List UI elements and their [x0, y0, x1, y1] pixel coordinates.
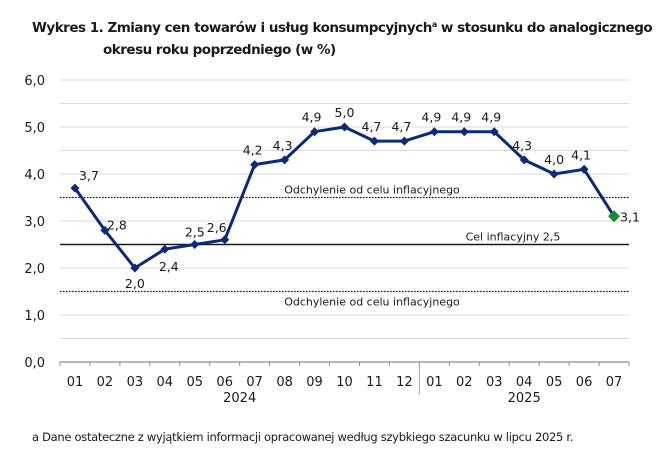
data-point [579, 164, 589, 174]
x-tick-label: 12 [396, 375, 413, 390]
data-label: 4,1 [571, 147, 591, 162]
data-point [489, 127, 499, 137]
data-point [369, 136, 379, 146]
data-point [280, 155, 290, 165]
year-label: 2025 [508, 391, 541, 406]
x-tick-label: 05 [186, 375, 203, 390]
data-label: 2,0 [125, 276, 145, 291]
data-point [70, 183, 80, 193]
x-tick-label: 03 [486, 375, 503, 390]
data-label: 4,9 [481, 110, 501, 125]
data-point [340, 122, 349, 132]
reference-line-label: Odchylenie od celu inflacyjnego [284, 296, 460, 309]
y-tick-label: 3,0 [24, 215, 45, 230]
data-label: 4,2 [243, 143, 263, 158]
data-point [130, 263, 140, 273]
x-tick-label: 07 [246, 375, 263, 390]
data-point [250, 160, 260, 170]
data-label: 3,1 [620, 209, 640, 224]
data-point [220, 235, 230, 245]
data-point [190, 240, 200, 249]
x-tick-label: 07 [606, 375, 623, 390]
reference-line-label: Odchylenie od celu inflacyjnego [284, 184, 460, 197]
x-tick-label: 01 [67, 375, 84, 390]
x-tick-label: 06 [216, 375, 233, 390]
data-point [608, 210, 621, 223]
x-tick-label: 04 [157, 375, 174, 390]
data-label: 4,9 [421, 110, 441, 125]
y-tick-label: 2,0 [24, 262, 45, 277]
data-point [429, 127, 439, 137]
title-superscript: a [431, 20, 437, 29]
chart-title: Wykres 1. Zmiany cen towarów i usług kon… [32, 14, 662, 61]
x-tick-label: 02 [97, 375, 114, 390]
data-label: 4,9 [451, 110, 471, 125]
data-point [399, 136, 409, 146]
y-tick-label: 0,0 [24, 356, 45, 371]
data-point [459, 127, 469, 137]
title-line1-suffix: w stosunku do analogicznego [436, 20, 653, 36]
y-tick-label: 5,0 [24, 121, 45, 136]
x-tick-label: 10 [336, 375, 353, 390]
y-tick-label: 1,0 [24, 309, 45, 324]
x-tick-label: 08 [276, 375, 293, 390]
year-label: 2024 [223, 391, 256, 406]
data-point [310, 127, 320, 137]
x-tick-label: 05 [546, 375, 563, 390]
y-tick-label: 4,0 [24, 168, 45, 183]
footnote: a Dane ostateczne z wyjątkiem informacji… [32, 430, 574, 444]
data-label: 2,5 [185, 225, 205, 240]
y-tick-label: 6,0 [24, 74, 45, 89]
line-chart: 0,0 1,0 2,0 3,0 4,0 5,0 6,0 Odchylenie od celu … [24, 74, 640, 406]
data-point [100, 225, 110, 235]
x-tick-label: 03 [127, 375, 144, 390]
data-point [549, 169, 559, 179]
data-label: 4,3 [273, 138, 293, 153]
data-label: 4,7 [391, 119, 411, 134]
data-label: 4,0 [544, 152, 564, 167]
x-tick-label: 06 [576, 375, 593, 390]
x-tick-label: 09 [306, 375, 323, 390]
data-label: 2,6 [207, 220, 227, 235]
data-label: 2,4 [159, 259, 179, 274]
data-label: 4,3 [512, 138, 532, 153]
title-line1-prefix: Wykres 1. Zmiany cen towarów i usług kon… [32, 20, 432, 36]
x-tick-label: 01 [426, 375, 443, 390]
data-point [519, 155, 529, 165]
data-label: 2,8 [107, 217, 127, 232]
x-tick-label: 02 [456, 375, 473, 390]
reference-line-label: Cel inflacyjny 2,5 [466, 231, 561, 244]
x-tick-label: 11 [366, 375, 383, 390]
data-label: 4,9 [302, 110, 322, 125]
data-label: 4,7 [362, 119, 382, 134]
x-tick-label: 04 [516, 375, 533, 390]
data-label: 3,7 [79, 168, 99, 183]
title-line2: okresu roku poprzedniego (w %) [103, 42, 336, 58]
data-label: 5,0 [335, 105, 355, 120]
data-point [160, 244, 170, 254]
